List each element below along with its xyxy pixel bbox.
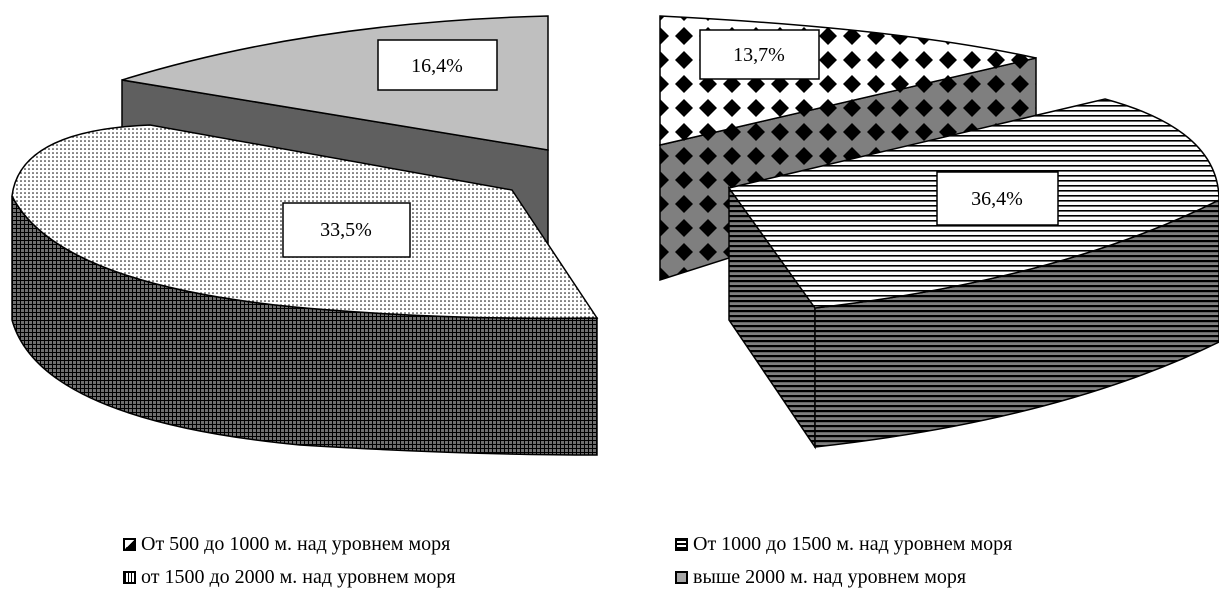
data-label-box-1000-1500 [936, 171, 1059, 226]
legend-label-500-1000: От 500 до 1000 м. над уровнем моря [141, 533, 451, 555]
data-label-1500-2000: 33,5% [320, 219, 372, 241]
legend-label-1000-1500: От 1000 до 1500 м. над уровнем моря [693, 533, 1013, 555]
legend-swatch-1000-1500 [675, 538, 688, 551]
legend-item-500-1000: От 500 до 1000 м. над уровнем моря [123, 533, 450, 556]
data-label-box-above-2000 [377, 39, 498, 91]
legend-item-1000-1500: От 1000 до 1500 м. над уровнем моря [675, 533, 1012, 556]
legend-label-1500-2000: от 1500 до 2000 м. над уровнем моря [141, 566, 456, 588]
pie-slice-1500-2000: 33,5% [11, 124, 599, 456]
data-label-500-1000: 13,7% [733, 44, 785, 66]
legend-item-above-2000: выше 2000 м. над уровнем моря [675, 566, 966, 589]
data-label-box-1500-2000 [282, 202, 411, 258]
data-label-above-2000: 16,4% [411, 55, 463, 77]
legend-swatch-above-2000 [675, 571, 688, 584]
pie-slice-1000-1500: 36,4% [727, 98, 1219, 450]
legend-swatch-500-1000 [123, 538, 136, 551]
legend-item-1500-2000: от 1500 до 2000 м. над уровнем моря [123, 566, 456, 589]
data-label-1000-1500: 36,4% [971, 188, 1023, 210]
data-label-box-500-1000 [699, 29, 820, 80]
legend-label-above-2000: выше 2000 м. над уровнем моря [693, 566, 967, 588]
legend-swatch-1500-2000 [123, 571, 136, 584]
